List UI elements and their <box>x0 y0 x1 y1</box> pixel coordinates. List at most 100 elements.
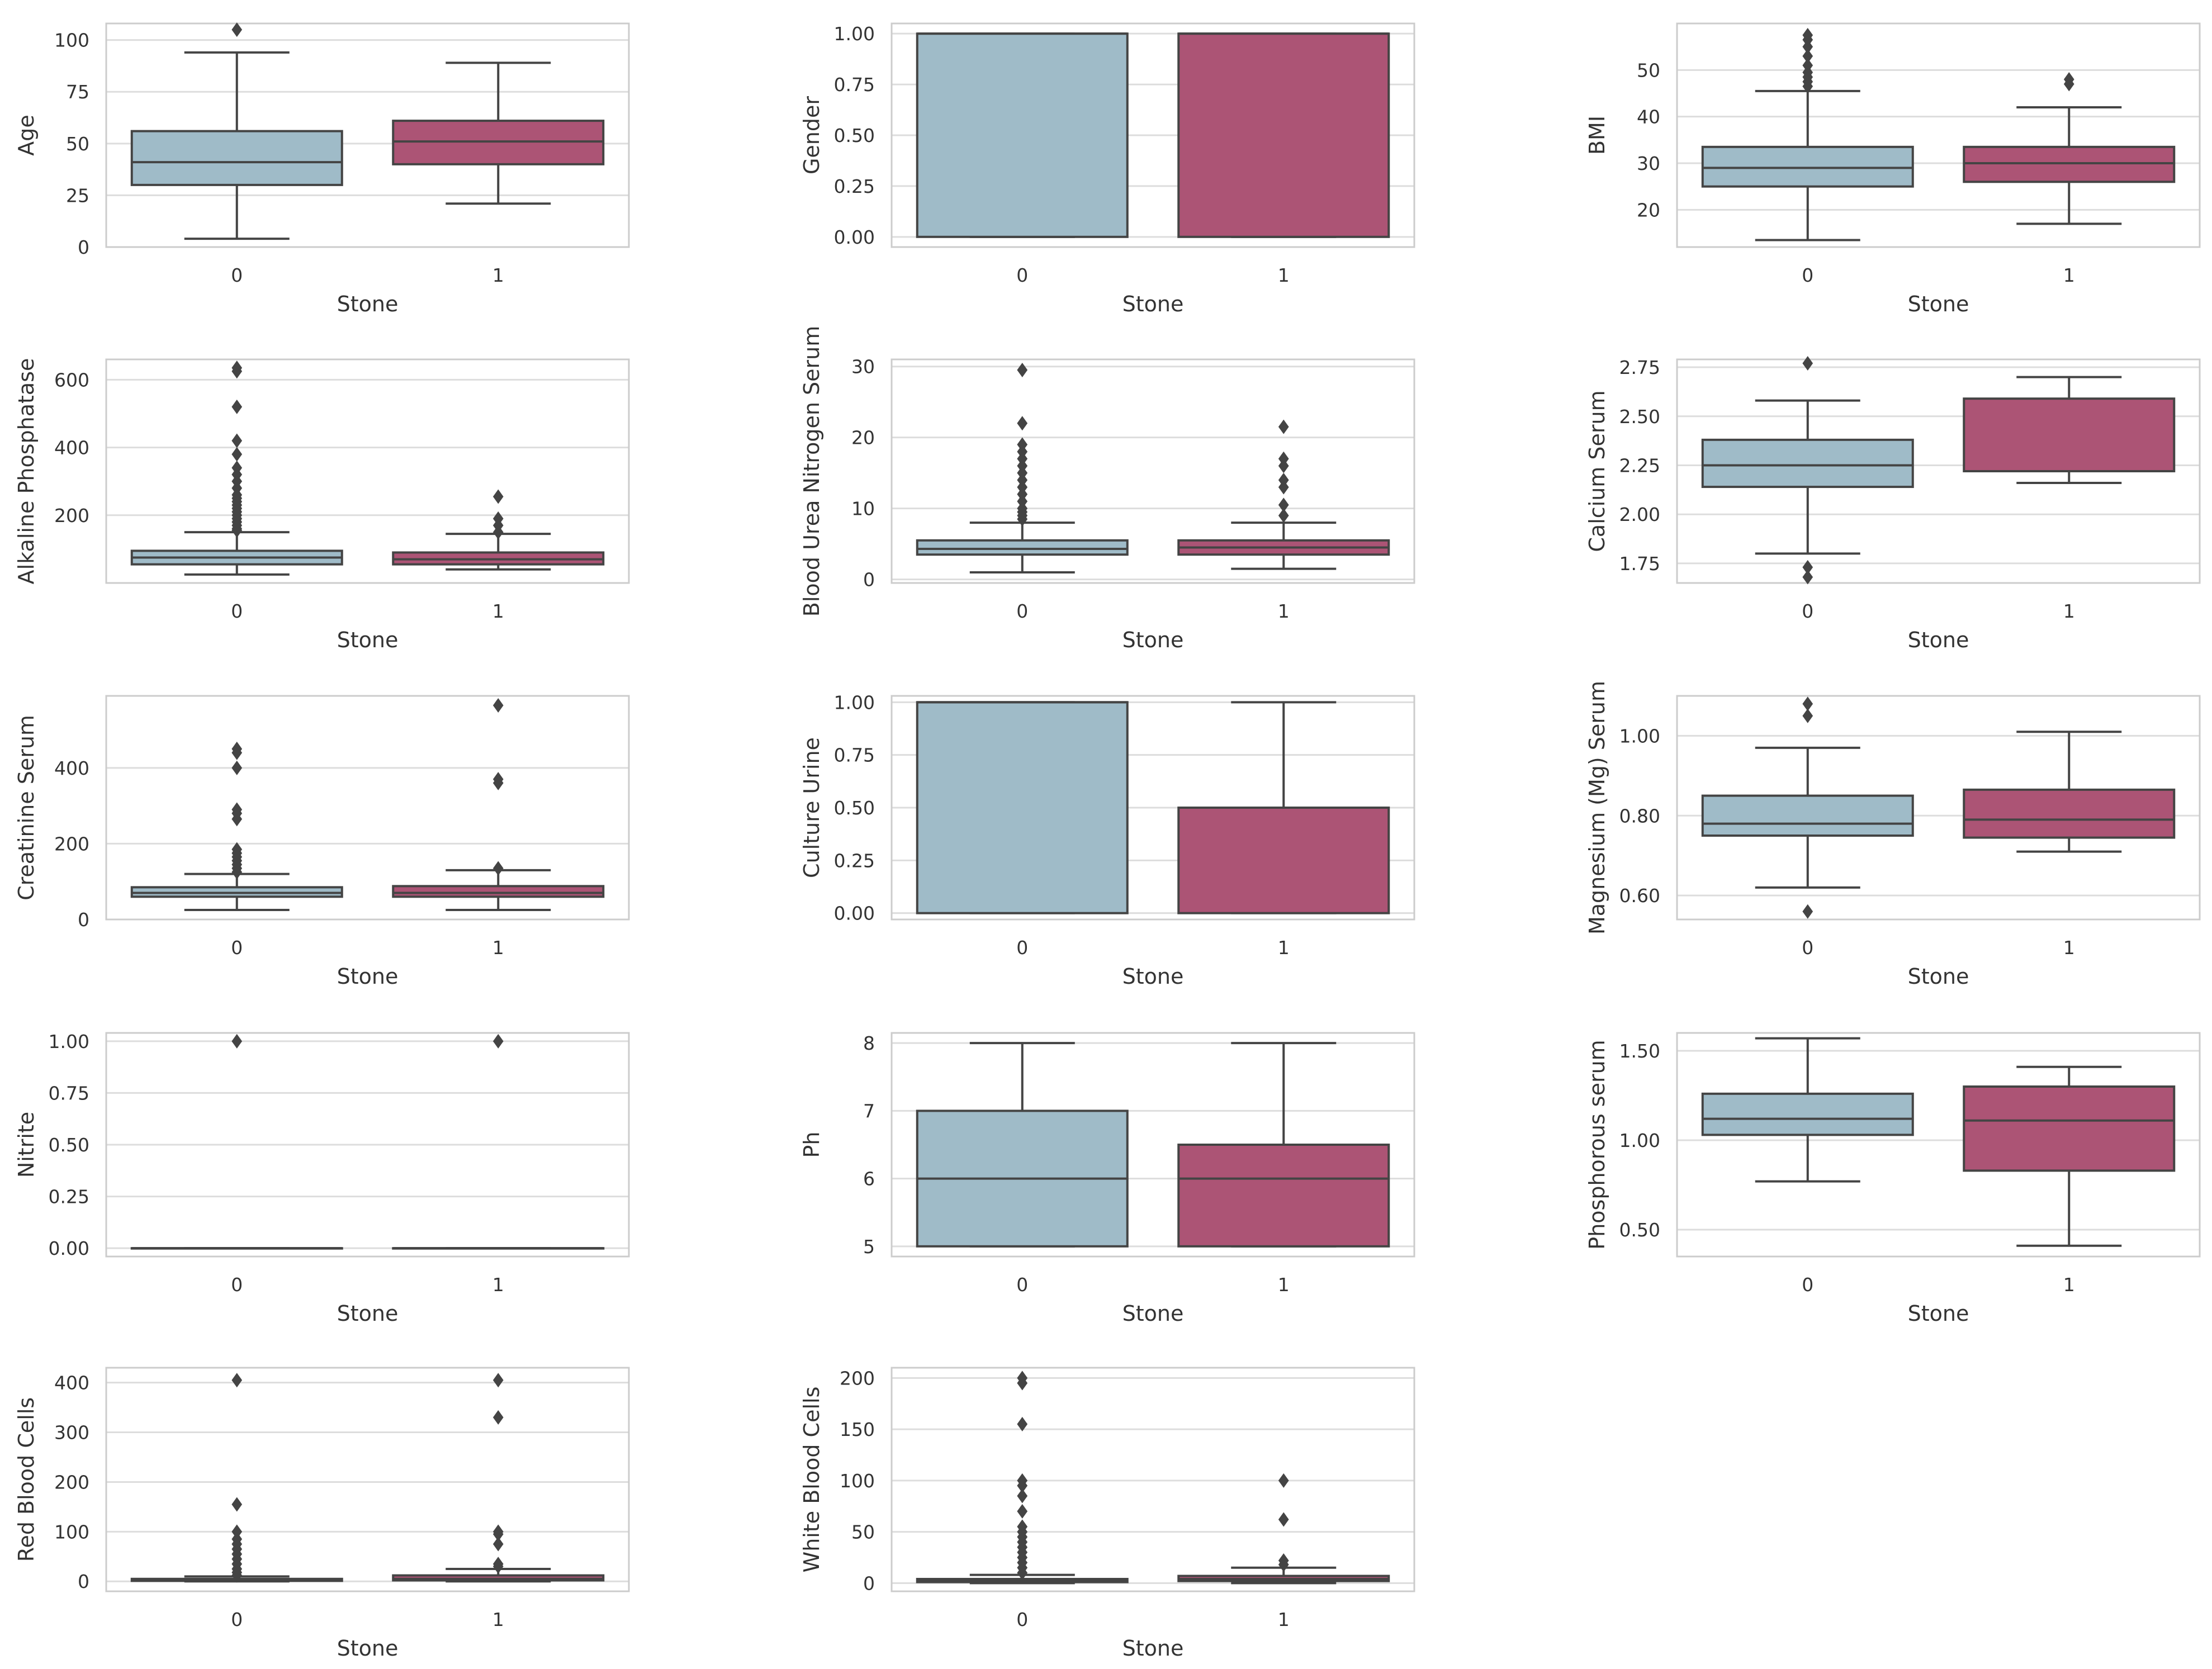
x-tick-label: 0 <box>1802 1274 1813 1296</box>
y-tick-label: 0.50 <box>1619 1219 1660 1241</box>
x-axis-label: Stone <box>337 628 399 652</box>
box-iqr <box>392 885 605 898</box>
outlier-point <box>231 842 243 857</box>
box-iqr <box>1701 794 1914 837</box>
y-tick-label: 1.00 <box>834 691 875 713</box>
outlier-point <box>1278 451 1289 466</box>
x-tick-label: 1 <box>492 600 504 622</box>
y-tick-label: 20 <box>1637 199 1660 221</box>
x-tick-label: 1 <box>492 264 504 286</box>
box-group-stone-0 <box>130 741 343 912</box>
y-axis-label: Culture Urine <box>799 737 824 878</box>
y-tick-label: 10 <box>851 498 875 520</box>
box-group-stone-1 <box>1963 376 2176 485</box>
box-group-stone-1 <box>392 489 605 571</box>
outlier-point <box>231 433 243 448</box>
chart-panel-5: 0 10 20 30 Blood Urea Nitrogen Serum 0 1 Stone <box>799 326 1415 652</box>
y-tick-label: 40 <box>1637 106 1660 128</box>
y-axis-label: White Blood Cells <box>799 1387 824 1573</box>
y-axis-label: BMI <box>1585 116 1609 155</box>
y-tick-label: 0.25 <box>834 176 875 197</box>
x-axis-label: Stone <box>337 1636 399 1661</box>
chart-panel-4: 200 400 600 Alkaline Phosphatase 0 1 Stone <box>14 358 630 652</box>
box-iqr <box>1701 1092 1914 1136</box>
x-tick-label: 0 <box>231 937 243 959</box>
y-tick-label: 2.00 <box>1619 504 1660 525</box>
y-tick-label: 400 <box>54 437 89 459</box>
outlier-point <box>492 1410 504 1425</box>
box-group-stone-1 <box>1963 72 2176 225</box>
outlier-point <box>231 1033 243 1049</box>
outlier-point <box>1802 904 1813 919</box>
outlier-point <box>1278 1473 1289 1488</box>
y-tick-label: 200 <box>54 505 89 527</box>
x-tick-label: 0 <box>1016 600 1028 622</box>
y-axis-label: Nitrite <box>14 1112 39 1178</box>
box-iqr <box>916 701 1129 914</box>
outlier-point <box>492 1033 504 1049</box>
x-tick-label: 1 <box>1278 1609 1290 1630</box>
x-tick-label: 0 <box>1016 264 1028 286</box>
x-axis-label: Stone <box>1122 964 1184 989</box>
chart-panel-9: 0.60 0.80 1.00 Magnesium (Mg) Serum 0 1 Stone <box>1585 681 2201 989</box>
y-axis-label: Phosphorous serum <box>1585 1040 1609 1249</box>
outlier-point <box>492 772 504 787</box>
box-iqr <box>1701 145 1914 188</box>
y-tick-label: 30 <box>1637 153 1660 174</box>
outlier-point <box>1802 356 1813 371</box>
y-tick-label: 0.50 <box>49 1134 89 1156</box>
x-axis-label: Stone <box>1908 1301 1969 1326</box>
y-tick-label: 0.75 <box>49 1082 89 1104</box>
box-iqr <box>1701 438 1914 489</box>
y-tick-label: 2.75 <box>1619 357 1660 378</box>
box-group-stone-1 <box>1963 731 2176 853</box>
outlier-point <box>1017 1504 1028 1519</box>
y-axis-label: Creatinine Serum <box>14 715 39 900</box>
chart-panel-13: 0 100 200 300 400 Red Blood Cells 0 1 Stone <box>14 1367 630 1661</box>
box-group-stone-1 <box>392 698 605 912</box>
x-tick-label: 0 <box>231 1609 243 1630</box>
box-group-stone-0 <box>1701 27 1914 241</box>
outlier-point <box>492 1524 504 1539</box>
box-group-stone-1 <box>392 1033 605 1250</box>
outlier-point <box>231 741 243 756</box>
outlier-point <box>492 489 504 504</box>
x-tick-label: 0 <box>231 600 243 622</box>
chart-panel-11: 5 6 7 8 Ph 0 1 Stone <box>799 1032 1415 1326</box>
y-tick-label: 50 <box>66 133 89 155</box>
y-tick-label: 1.00 <box>834 23 875 45</box>
outlier-point <box>1017 1371 1028 1386</box>
y-tick-label: 0 <box>78 1571 89 1592</box>
plot-frame <box>1676 358 2201 584</box>
x-tick-label: 0 <box>1016 1274 1028 1296</box>
outlier-point <box>1802 58 1813 73</box>
outlier-point <box>1278 1553 1289 1568</box>
box-group-stone-1 <box>1177 1042 1390 1248</box>
outlier-point <box>1017 1473 1028 1488</box>
box-iqr <box>1963 397 2176 472</box>
y-tick-label: 5 <box>863 1236 875 1258</box>
outlier-point <box>1017 437 1028 452</box>
y-tick-label: 0 <box>78 909 89 931</box>
plot-frame <box>105 695 630 921</box>
outlier-point <box>231 760 243 775</box>
y-tick-label: 75 <box>66 81 89 103</box>
outlier-point <box>1017 1488 1028 1504</box>
outlier-point <box>492 861 504 876</box>
x-tick-label: 1 <box>2063 600 2075 622</box>
y-tick-label: 400 <box>54 1372 89 1394</box>
plot-frame <box>891 22 1415 248</box>
outlier-point <box>1017 1416 1028 1431</box>
box-group-stone-0 <box>916 1371 1129 1585</box>
y-tick-label: 1.00 <box>49 1031 89 1052</box>
y-tick-label: 7 <box>863 1100 875 1122</box>
x-tick-label: 1 <box>1278 937 1290 959</box>
outlier-point <box>231 399 243 414</box>
outlier-point <box>1802 49 1813 64</box>
x-axis-label: Stone <box>337 964 399 989</box>
x-axis-label: Stone <box>1122 1636 1184 1661</box>
plot-frame <box>1676 695 2201 921</box>
box-iqr <box>1963 788 2176 839</box>
plot-frame <box>891 1032 1415 1258</box>
y-tick-label: 50 <box>851 1521 875 1543</box>
